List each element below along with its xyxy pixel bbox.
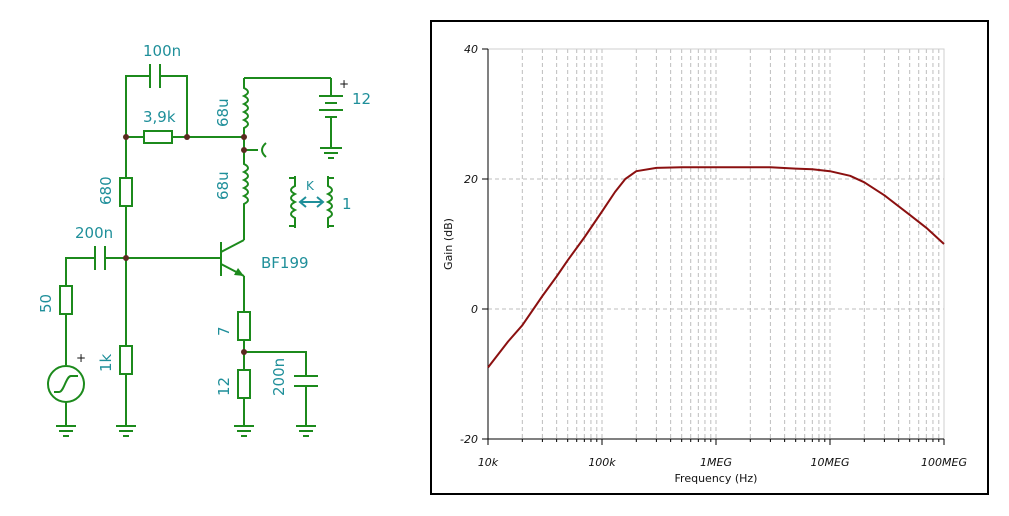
x-tick-label: 10k xyxy=(478,456,499,469)
junction-node xyxy=(123,255,129,261)
label-r-feedback: 3,9k xyxy=(143,108,176,126)
label-l-top: 68u xyxy=(214,98,232,127)
source-resistor xyxy=(59,285,73,365)
bias-resistor-top xyxy=(119,137,133,258)
y-tick-label: 20 xyxy=(464,173,478,186)
label-c-emitter: 200n xyxy=(270,358,288,396)
plot-frame: 40 20 0 -20 10k 100k 1MEG 10MEG 100MEG Frequency … xyxy=(430,20,989,495)
label-r-source: 50 xyxy=(37,294,55,313)
y-axis-label: Gain (dB) xyxy=(442,218,455,270)
x-tick-label: 100k xyxy=(588,456,616,469)
x-tick-label: 100MEG xyxy=(921,456,967,469)
label-r-emitter: 7 xyxy=(215,326,233,336)
feedback-capacitor xyxy=(125,64,188,137)
junction-node xyxy=(241,147,247,153)
junction-node xyxy=(241,134,247,140)
gain-curve xyxy=(487,166,945,369)
label-l-bottom: 68u xyxy=(214,171,232,200)
label-battery: 12 xyxy=(352,90,371,108)
top-inductor xyxy=(241,77,331,150)
bias-resistor-bottom xyxy=(116,258,136,437)
label-c-input: 200n xyxy=(75,224,113,242)
emitter-resistor-2 xyxy=(234,369,254,437)
tap-symbol xyxy=(244,142,267,158)
label-r-bias-top: 680 xyxy=(97,176,115,205)
transistor xyxy=(220,239,245,312)
label-c-feedback: 100n xyxy=(143,42,181,60)
x-axis-label: Frequency (Hz) xyxy=(675,472,758,485)
battery xyxy=(319,78,343,159)
y-tick-label: 40 xyxy=(464,43,478,56)
label-battery-plus: + xyxy=(339,77,349,91)
bottom-inductor xyxy=(241,150,249,240)
junction-node xyxy=(241,349,247,355)
y-tick-label: -20 xyxy=(460,433,478,446)
emitter-capacitor xyxy=(294,375,318,437)
x-tick-label: 10MEG xyxy=(811,456,850,469)
x-tick-label: 1MEG xyxy=(700,456,732,469)
y-tick-label: 0 xyxy=(471,303,478,316)
coupled-inductors xyxy=(289,176,334,228)
junction-node xyxy=(123,134,129,140)
signal-source xyxy=(47,365,85,437)
label-coupling-value: 1 xyxy=(342,195,352,213)
schematic: 100n 3,9k 68u 68u 12 + 680 200n 50 + 1k … xyxy=(37,42,371,437)
input-capacitor xyxy=(65,246,221,286)
junction-node xyxy=(184,134,190,140)
label-r-emitter-2: 12 xyxy=(215,377,233,396)
label-transistor: BF199 xyxy=(261,254,309,272)
label-source-plus: + xyxy=(76,351,86,365)
label-r-bias-bottom: 1k xyxy=(97,353,115,372)
label-coupling-k: K xyxy=(306,179,315,193)
